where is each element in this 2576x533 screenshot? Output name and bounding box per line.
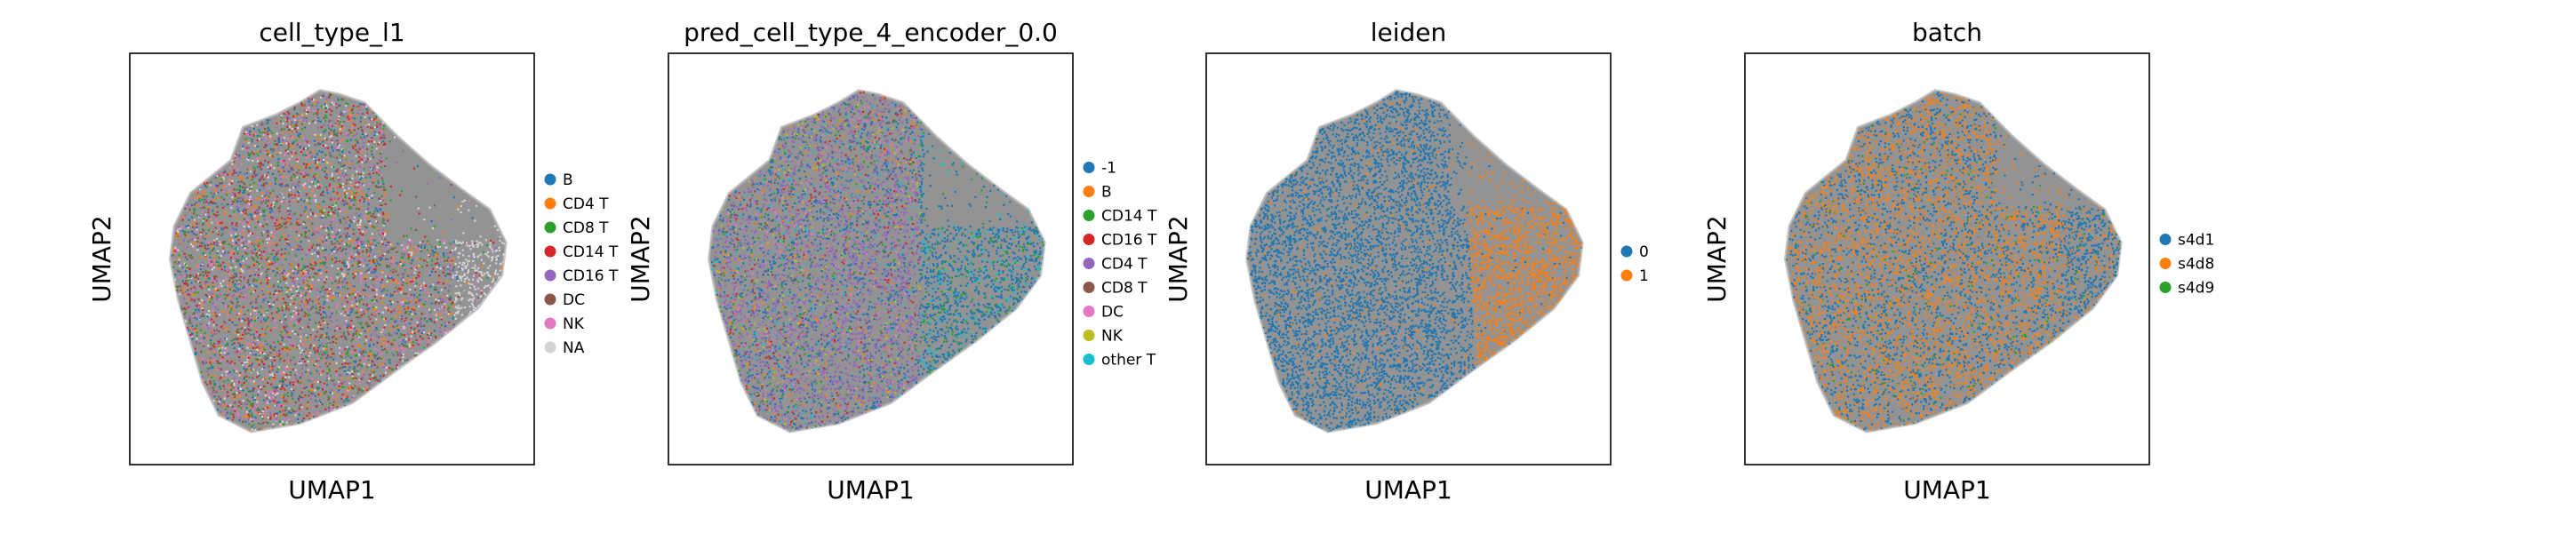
scatter-points <box>1247 91 1583 432</box>
legend-label: -1 <box>1101 160 1116 178</box>
y-axis-label: UMAP2 <box>626 215 655 303</box>
x-axis-label: UMAP1 <box>827 475 915 505</box>
legend-item: s4d8 <box>2159 256 2214 274</box>
panel-title: pred_cell_type_4_encoder_0.0 <box>684 18 1058 47</box>
legend-marker <box>1083 354 1095 365</box>
legend-marker <box>1620 245 1633 258</box>
legend-marker <box>544 293 556 306</box>
legend-item: CD16 T <box>544 267 619 285</box>
legend-marker <box>544 341 556 354</box>
legend-marker <box>544 317 556 330</box>
legend-item: CD8 T <box>1083 280 1148 298</box>
legend-label: 0 <box>1639 243 1649 261</box>
legend-item: other T <box>1083 352 1156 370</box>
legend-marker <box>1083 210 1095 221</box>
legend-marker <box>1083 258 1095 269</box>
legend-marker <box>1083 282 1095 293</box>
legend-marker <box>544 269 556 282</box>
legend-marker <box>2159 282 2172 293</box>
legend: 01 <box>1620 243 1649 285</box>
legend-label: B <box>1101 184 1112 202</box>
legend-label: other T <box>1101 352 1156 370</box>
legend-label: NA <box>563 339 585 357</box>
panel-title: cell_type_l1 <box>259 18 404 47</box>
legend: s4d1 s4d8 s4d9 <box>2159 232 2214 298</box>
legend-item: B <box>1083 184 1112 202</box>
legend-item: CD14 T <box>544 243 619 261</box>
legend-marker <box>544 245 556 258</box>
panel-title: batch <box>1912 18 1982 47</box>
legend-marker <box>1083 330 1095 341</box>
plot-frame <box>129 52 535 465</box>
y-axis-label: UMAP2 <box>87 215 116 303</box>
x-axis-label: UMAP1 <box>288 475 376 505</box>
legend-item: CD4 T <box>1083 256 1148 274</box>
legend-label: s4d9 <box>2178 280 2214 298</box>
panel-2: pred_cell_type_4_encoder_0.0 UMAP1 UMAP2 -1… <box>626 18 1157 505</box>
plot-frame <box>668 52 1074 465</box>
legend-label: DC <box>1101 304 1124 322</box>
legend-label: CD16 T <box>563 267 619 285</box>
legend-label: 1 <box>1639 267 1649 285</box>
legend-marker <box>1083 186 1095 197</box>
legend-item: CD16 T <box>1083 232 1157 250</box>
legend-marker <box>1083 306 1095 317</box>
legend-item: B <box>544 171 573 189</box>
legend-marker <box>544 221 556 234</box>
x-axis-label: UMAP1 <box>1364 475 1452 505</box>
legend-label: CD8 T <box>563 219 609 237</box>
y-axis-label: UMAP2 <box>1702 215 1732 303</box>
scatter-points <box>1786 91 2122 432</box>
legend-item: CD14 T <box>1083 208 1157 226</box>
plot-frame <box>1205 52 1612 465</box>
legend-label: NK <box>563 315 585 333</box>
legend-marker <box>1083 162 1095 173</box>
legend-item: NK <box>544 315 585 333</box>
x-axis-label: UMAP1 <box>1903 475 1991 505</box>
plot-frame <box>1744 52 2150 465</box>
legend-marker <box>544 173 556 186</box>
legend-item: s4d9 <box>2159 280 2214 298</box>
scatter-points <box>711 91 1045 432</box>
legend-label: CD14 T <box>563 243 619 261</box>
legend-item: 0 <box>1620 243 1649 261</box>
legend-item: CD8 T <box>544 219 609 237</box>
legend-item: NK <box>1083 328 1124 346</box>
legend-label: CD4 T <box>1101 256 1148 274</box>
panel-1: cell_type_l1 UMAP1 UMAP2 B CD4 T CD8 T CD14 T C… <box>87 18 619 505</box>
legend-label: NK <box>1101 328 1124 346</box>
legend-label: s4d8 <box>2178 256 2214 274</box>
scatter-points <box>171 92 507 432</box>
legend-marker <box>2159 258 2172 269</box>
legend-marker <box>1620 269 1633 282</box>
legend-label: B <box>563 171 573 189</box>
panel-title: leiden <box>1371 18 1447 47</box>
legend-item: 1 <box>1620 267 1649 285</box>
legend-item: DC <box>544 291 585 309</box>
legend-label: CD16 T <box>1101 232 1157 250</box>
legend-item: CD4 T <box>544 195 609 213</box>
legend-item: s4d1 <box>2159 232 2214 250</box>
legend-label: CD8 T <box>1101 280 1148 298</box>
legend: B CD4 T CD8 T CD14 T CD16 T DC NK NA <box>544 171 619 357</box>
legend-label: CD4 T <box>563 195 609 213</box>
legend-label: s4d1 <box>2178 232 2214 250</box>
legend-label: DC <box>563 291 585 309</box>
legend-marker <box>1083 234 1095 245</box>
legend-item: DC <box>1083 304 1124 322</box>
legend: -1 B CD14 T CD16 T CD4 T CD8 T DC NK other T <box>1083 160 1157 370</box>
legend-item: -1 <box>1083 160 1116 178</box>
legend-marker <box>2159 234 2172 245</box>
legend-label: CD14 T <box>1101 208 1157 226</box>
legend-item: NA <box>544 339 585 357</box>
panel-4: batch UMAP1 UMAP2 s4d1 s4d8 s4d9 <box>1702 18 2214 505</box>
y-axis-label: UMAP2 <box>1164 215 1193 303</box>
legend-marker <box>544 197 556 210</box>
